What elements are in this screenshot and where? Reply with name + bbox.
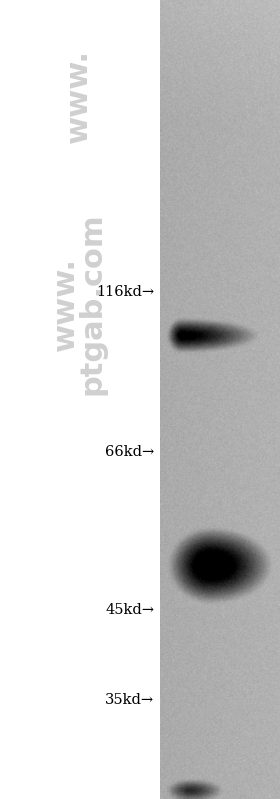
Text: 45kd→: 45kd→ [105, 603, 154, 617]
Bar [0, 0, 160, 799]
Text: www.: www. [64, 49, 93, 143]
Text: www.
ptgab.com: www. ptgab.com [51, 213, 106, 395]
Text: 116kd→: 116kd→ [96, 285, 154, 299]
Text: 35kd→: 35kd→ [105, 693, 154, 707]
Text: 66kd→: 66kd→ [105, 445, 154, 459]
